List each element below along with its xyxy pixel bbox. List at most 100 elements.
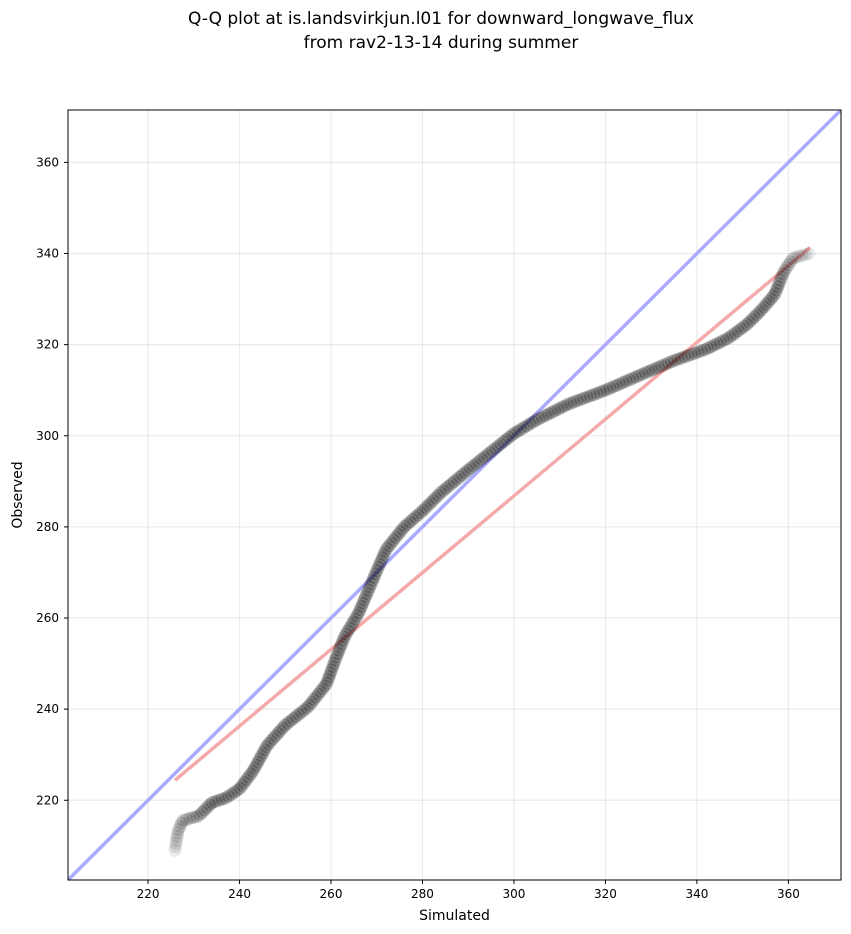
qq-point	[678, 350, 692, 364]
qq-point	[356, 596, 370, 610]
qq-point	[173, 819, 187, 833]
qq-point	[726, 328, 740, 342]
x-tick-label: 240	[228, 887, 251, 901]
qq-point	[429, 491, 443, 505]
qq-point	[174, 816, 188, 830]
qq-point	[795, 248, 809, 262]
fit-line	[173, 246, 812, 782]
qq-point	[517, 421, 531, 435]
qq-point	[529, 413, 543, 427]
x-tick-label: 340	[685, 887, 708, 901]
x-tick-label: 300	[503, 887, 526, 901]
y-tick-label: 240	[36, 702, 59, 716]
qq-point	[225, 787, 239, 801]
qq-point	[776, 267, 790, 281]
qq-point	[570, 394, 584, 408]
qq-point	[333, 640, 347, 654]
qq-point	[375, 551, 389, 565]
qq-point	[799, 247, 813, 261]
qq-point	[318, 679, 332, 693]
qq-point	[523, 417, 537, 431]
qq-point	[494, 437, 508, 451]
qq-point	[309, 690, 323, 704]
qq-point	[227, 785, 241, 799]
qq-point	[603, 381, 617, 395]
points-layer	[168, 247, 816, 857]
chart-title-line-2: from rav2-13-14 during summer	[304, 33, 579, 53]
qq-point	[294, 705, 308, 719]
qq-point	[691, 345, 705, 359]
qq-point	[205, 795, 219, 809]
qq-point	[281, 716, 295, 730]
qq-point	[734, 322, 748, 336]
y-tick-label: 260	[36, 611, 59, 625]
qq-point	[421, 498, 435, 512]
qq-point	[331, 646, 345, 660]
qq-point	[195, 805, 209, 819]
qq-point	[475, 452, 489, 466]
qq-point	[193, 808, 207, 822]
qq-point	[289, 710, 303, 724]
qq-point	[497, 435, 511, 449]
qq-point	[778, 264, 792, 278]
qq-point	[327, 656, 341, 670]
qq-point	[239, 773, 253, 787]
qq-point	[740, 317, 754, 331]
qq-point	[772, 277, 786, 291]
qq-point	[320, 676, 334, 690]
qq-point	[747, 310, 761, 324]
qq-point	[380, 541, 394, 555]
plot-frame	[67, 109, 842, 881]
qq-point	[368, 567, 382, 581]
qq-point	[535, 410, 549, 424]
qq-point	[458, 466, 472, 480]
qq-point	[183, 811, 197, 825]
qq-point	[545, 405, 559, 419]
qq-point	[361, 583, 375, 597]
qq-point	[600, 383, 614, 397]
qq-point	[180, 812, 194, 826]
qq-point	[219, 791, 233, 805]
qq-point	[661, 356, 675, 370]
qq-point	[341, 624, 355, 638]
qq-point	[755, 303, 769, 317]
qq-point	[235, 778, 249, 792]
qq-point	[491, 439, 505, 453]
qq-point	[355, 599, 369, 613]
qq-point	[577, 391, 591, 405]
qq-point	[373, 557, 387, 571]
qq-point	[371, 561, 385, 575]
qq-point	[326, 660, 340, 674]
qq-point	[511, 424, 525, 438]
qq-point	[169, 836, 183, 850]
qq-point	[573, 393, 587, 407]
qq-point	[436, 484, 450, 498]
qq-point	[311, 687, 325, 701]
qq-point	[567, 395, 581, 409]
qq-point	[453, 470, 467, 484]
qq-point	[209, 794, 223, 808]
qq-point	[757, 300, 771, 314]
qq-point	[244, 767, 258, 781]
qq-point	[343, 621, 357, 635]
qq-point	[593, 385, 607, 399]
qq-point	[658, 357, 672, 371]
qq-point	[655, 359, 669, 373]
qq-point	[336, 633, 350, 647]
qq-point	[710, 337, 724, 351]
qq-point	[464, 461, 478, 475]
qq-point	[357, 593, 371, 607]
qq-point	[353, 603, 367, 617]
qq-point	[792, 249, 806, 263]
qq-point	[768, 286, 782, 300]
qq-point	[168, 843, 182, 857]
qq-point	[246, 764, 260, 778]
qq-point	[242, 770, 256, 784]
qq-point	[635, 367, 649, 381]
qq-point	[447, 475, 461, 489]
qq-point	[316, 682, 330, 696]
qq-point	[321, 673, 335, 687]
qq-point	[346, 615, 360, 629]
qq-point	[538, 409, 552, 423]
qq-point	[198, 803, 212, 817]
